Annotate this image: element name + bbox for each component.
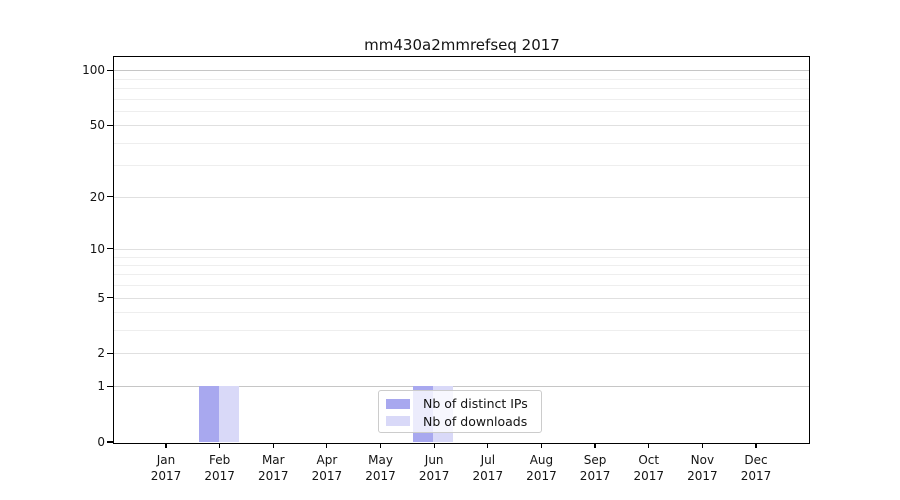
gridline-major: [114, 353, 809, 355]
x-tick-mark: [487, 443, 489, 448]
x-tick-year: 2017: [740, 468, 772, 483]
legend-label: Nb of distinct IPs: [423, 396, 528, 412]
x-tick-label: Jun 2017: [419, 453, 450, 484]
y-tick-label: 1: [97, 379, 105, 394]
x-tick-year: 2017: [150, 468, 182, 483]
chart-title: mm430a2mmrefseq 2017: [364, 36, 560, 54]
x-tick-mark: [648, 443, 650, 448]
x-tick-label: Jan 2017: [151, 453, 182, 484]
gridline-major: [114, 297, 809, 299]
y-tick-mark: [107, 297, 113, 299]
y-tick-mark: [107, 196, 113, 198]
gridline-major: [114, 386, 809, 388]
y-tick-mark: [107, 248, 113, 250]
y-tick-label: 2: [97, 346, 105, 361]
x-tick-year: 2017: [579, 468, 611, 483]
x-tick-label: Nov 2017: [687, 453, 718, 484]
y-tick-mark: [107, 124, 113, 126]
x-tick-label: Sep 2017: [580, 453, 611, 484]
gridline-minor: [114, 274, 809, 276]
gridline-minor: [114, 165, 809, 167]
x-tick-year: 2017: [418, 468, 450, 483]
x-tick-month: Jun: [424, 453, 444, 467]
x-tick-month: Feb: [208, 453, 231, 467]
x-tick-label: Dec 2017: [741, 453, 772, 484]
x-tick-label: Aug 2017: [526, 453, 557, 484]
x-tick-mark: [540, 443, 543, 448]
legend-swatch-downloads: [386, 416, 410, 427]
x-tick-year: 2017: [526, 468, 557, 483]
gridline-minor: [114, 87, 809, 89]
y-tick-label: 10: [89, 241, 105, 256]
x-tick-year: 2017: [365, 468, 396, 483]
legend-entry: Nb of distinct IPs: [386, 395, 533, 413]
x-tick-month: Nov: [690, 453, 715, 467]
x-tick-mark: [272, 443, 274, 448]
gridline-major: [114, 196, 809, 198]
x-tick-label: Jul 2017: [473, 453, 504, 484]
gridline-minor: [114, 110, 809, 112]
gridline-minor: [114, 78, 809, 80]
x-tick-year: 2017: [311, 468, 343, 483]
x-tick-year: 2017: [472, 468, 504, 483]
bar-downloads: [218, 386, 239, 442]
x-tick-month: Sep: [583, 453, 607, 467]
x-tick-month: Dec: [744, 453, 768, 467]
x-tick-month: May: [368, 453, 393, 467]
x-tick-year: 2017: [204, 468, 235, 483]
x-tick-mark: [165, 443, 167, 448]
y-tick-mark: [107, 352, 113, 355]
x-tick-mark: [594, 443, 596, 448]
gridline-minor: [114, 98, 809, 100]
y-tick-mark: [107, 441, 113, 443]
legend-swatch-distinct-ips: [386, 398, 410, 409]
y-tick-label: 5: [97, 290, 105, 305]
legend-entry: Nb of downloads: [386, 413, 533, 431]
gridline-minor: [114, 142, 809, 144]
y-tick-mark: [107, 69, 113, 71]
x-tick-month: Mar: [261, 453, 285, 467]
x-tick-mark: [326, 443, 328, 448]
gridline-minor: [114, 285, 809, 287]
x-tick-month: Apr: [316, 453, 338, 467]
x-tick-label: Apr 2017: [312, 453, 343, 484]
x-tick-label: Mar 2017: [258, 453, 289, 484]
y-tick-label: 50: [89, 118, 105, 133]
gridline-major: [114, 70, 809, 72]
gridline-major: [114, 248, 809, 250]
y-tick-label: 0: [97, 435, 105, 449]
x-tick-mark: [379, 443, 382, 448]
x-tick-year: 2017: [257, 468, 289, 483]
gridline-major: [114, 125, 809, 127]
gridline-minor: [114, 264, 809, 266]
x-tick-label: Oct 2017: [633, 453, 664, 484]
legend-label: Nb of downloads: [423, 413, 528, 429]
y-tick-mark: [107, 385, 113, 387]
y-tick-label: 100: [82, 63, 105, 78]
x-tick-mark: [219, 443, 221, 448]
x-tick-month: Oct: [638, 453, 660, 467]
bar-distinct-ips: [198, 386, 219, 442]
gridline-minor: [114, 312, 809, 314]
x-tick-label: May 2017: [365, 453, 396, 484]
x-tick-mark: [701, 443, 703, 448]
x-tick-month: Jan: [156, 453, 176, 467]
gridline-minor: [114, 256, 809, 258]
legend: Nb of distinct IPs Nb of downloads: [378, 390, 542, 433]
plot-area: 0 1 2 5 10 20 50 100 Jan 2017 Feb 2017 Mar 2017 Apr 201…: [82, 56, 810, 483]
x-tick-mark: [433, 443, 435, 448]
x-tick-month: Aug: [529, 453, 554, 467]
x-tick-year: 2017: [687, 468, 718, 483]
x-tick-month: Jul: [480, 453, 496, 467]
x-tick-year: 2017: [633, 468, 664, 483]
gridline-minor: [114, 330, 809, 332]
x-tick-label: Feb 2017: [204, 453, 235, 484]
y-tick-label: 20: [89, 189, 105, 204]
x-tick-mark: [755, 443, 757, 448]
